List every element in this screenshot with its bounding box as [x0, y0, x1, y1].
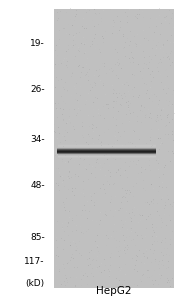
Bar [58, 147, 156, 148]
Bar [61, 171, 155, 172]
Bar [62, 129, 154, 130]
Bar [59, 138, 155, 139]
Bar [57, 152, 156, 153]
Bar [57, 149, 156, 150]
Bar [59, 163, 155, 164]
Text: 117-: 117- [24, 256, 45, 266]
Bar [58, 155, 156, 156]
Bar [59, 165, 155, 166]
Bar [58, 157, 156, 158]
Bar [57, 148, 156, 149]
Bar [54, 9, 174, 288]
Bar [57, 154, 156, 155]
Bar [57, 148, 156, 149]
Bar [59, 163, 155, 164]
Bar [60, 136, 155, 137]
Bar [60, 135, 155, 136]
Bar [59, 164, 155, 165]
Bar [61, 131, 155, 132]
Bar [57, 152, 156, 153]
Text: 26-: 26- [30, 85, 45, 94]
Bar [59, 139, 155, 140]
Bar [59, 137, 155, 138]
Bar [58, 158, 156, 159]
Bar [61, 172, 154, 173]
Bar [59, 140, 155, 141]
Bar [57, 150, 156, 151]
Bar [58, 142, 155, 143]
Bar [59, 137, 155, 138]
Bar [61, 169, 155, 170]
Text: 48-: 48- [30, 182, 45, 190]
Bar [58, 159, 155, 160]
Bar [59, 140, 155, 141]
Bar [62, 173, 154, 174]
Text: (kD): (kD) [26, 279, 45, 288]
Text: 19-: 19- [30, 39, 45, 48]
Bar [57, 149, 156, 150]
Bar [58, 146, 156, 147]
Bar [61, 171, 155, 172]
Bar [59, 160, 155, 161]
Bar [61, 132, 155, 133]
Bar [59, 162, 155, 163]
Bar [57, 153, 156, 154]
Bar [57, 151, 156, 152]
Bar [58, 156, 156, 157]
Bar [58, 154, 156, 155]
Bar [58, 144, 156, 145]
Bar [61, 132, 155, 133]
Bar [60, 165, 155, 166]
Bar [58, 159, 156, 160]
Bar [58, 160, 155, 161]
Text: HepG2: HepG2 [96, 286, 131, 296]
Bar [61, 131, 155, 132]
Bar [58, 156, 156, 157]
Bar [61, 133, 155, 134]
Text: 85-: 85- [30, 232, 45, 242]
Bar [58, 142, 155, 143]
Bar [62, 173, 154, 174]
Bar [60, 168, 155, 169]
Bar [60, 168, 155, 169]
Bar [61, 170, 155, 171]
Bar [58, 147, 156, 148]
Bar [58, 143, 156, 144]
Bar [60, 135, 155, 136]
Bar [58, 145, 156, 146]
Bar [58, 144, 156, 145]
Bar [60, 167, 155, 168]
Bar [62, 128, 154, 129]
Bar [60, 136, 155, 137]
Bar [59, 139, 155, 140]
Bar [61, 130, 154, 131]
Bar [59, 141, 155, 142]
Bar [60, 134, 155, 135]
Bar [60, 166, 155, 167]
Text: 34-: 34- [30, 135, 45, 144]
Bar [59, 164, 155, 165]
Bar [61, 169, 155, 170]
Bar [59, 161, 155, 162]
Bar [57, 151, 156, 152]
Bar [59, 161, 155, 162]
